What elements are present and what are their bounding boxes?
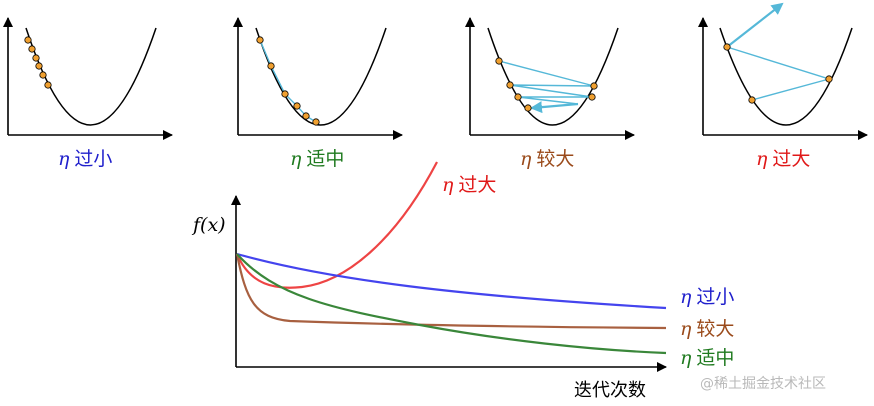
curve-label-text: 适中 [696, 347, 734, 369]
loss-parabola [719, 27, 853, 126]
eta-symbol: η [680, 286, 692, 308]
eta-symbol: η [58, 148, 70, 170]
curve-just-right [236, 253, 667, 355]
panel-too-small: η 过小 [2, 17, 173, 170]
eta-symbol: η [290, 148, 302, 170]
step-point [267, 62, 275, 70]
curve-larger [235, 253, 667, 330]
step-point [825, 75, 833, 83]
eta-symbol: η [680, 347, 692, 369]
divergence-arrow [726, 2, 784, 48]
loss-parabola [255, 27, 387, 126]
eta-symbol: η [680, 318, 692, 340]
step-point [302, 112, 310, 120]
step-point [281, 90, 289, 98]
descent-path [726, 46, 832, 101]
step-point [506, 81, 514, 89]
eta-symbol: η [756, 148, 768, 170]
step-point [39, 71, 47, 79]
curve-too-small [236, 252, 667, 310]
descent-points [24, 36, 52, 89]
step-point [24, 36, 32, 44]
curve-label-text: 过大 [458, 174, 496, 196]
step-point [32, 54, 40, 62]
descent-path [498, 60, 595, 105]
loss-vs-iterations-chart: f(x) 迭代次数 η 过大 η 过小 η 较大 η 适中 [191, 161, 734, 401]
loss-parabola [487, 27, 619, 126]
panel-caption: η 过小 [58, 148, 112, 170]
y-axis-label: f(x) [191, 214, 226, 236]
label-too-large: η 过大 [442, 174, 496, 196]
step-point [590, 82, 598, 90]
step-point [256, 36, 264, 44]
panel-just-right: η 适中 [233, 17, 403, 170]
watermark: @稀土掘金技术社区 [700, 376, 826, 392]
descent-points [495, 57, 598, 112]
step-point [293, 102, 301, 110]
step-point [495, 57, 503, 65]
label-larger: η 较大 [680, 318, 734, 340]
panel-caption: η 过大 [756, 148, 810, 170]
step-point [312, 118, 320, 126]
step-arrow [530, 101, 579, 114]
curve-label-text: 较大 [696, 318, 734, 340]
caption-text: 较大 [536, 148, 574, 170]
x-axis-label: 迭代次数 [574, 380, 646, 401]
curve-too-large [235, 161, 438, 289]
panel-caption: η 较大 [520, 148, 574, 170]
step-point [514, 93, 522, 101]
panel-too-large: η 过大 [698, 2, 868, 170]
panel-larger: η 较大 [465, 17, 635, 170]
step-point [588, 93, 596, 101]
step-point [44, 81, 52, 89]
caption-text: 过大 [772, 148, 810, 170]
eta-symbol: η [520, 148, 532, 170]
step-point [723, 43, 731, 51]
curve-label-text: 过小 [696, 286, 734, 308]
caption-text: 适中 [306, 148, 344, 170]
label-just-right: η 适中 [680, 347, 734, 369]
caption-text: 过小 [74, 148, 112, 170]
step-point [35, 62, 43, 70]
descent-path [259, 39, 317, 123]
step-point [524, 104, 532, 112]
descent-points [723, 43, 833, 104]
label-too-small: η 过小 [680, 286, 734, 308]
descent-points [256, 36, 320, 126]
step-point [748, 96, 756, 104]
step-point [28, 45, 36, 53]
eta-symbol: η [442, 174, 454, 196]
panel-caption: η 适中 [290, 148, 344, 170]
